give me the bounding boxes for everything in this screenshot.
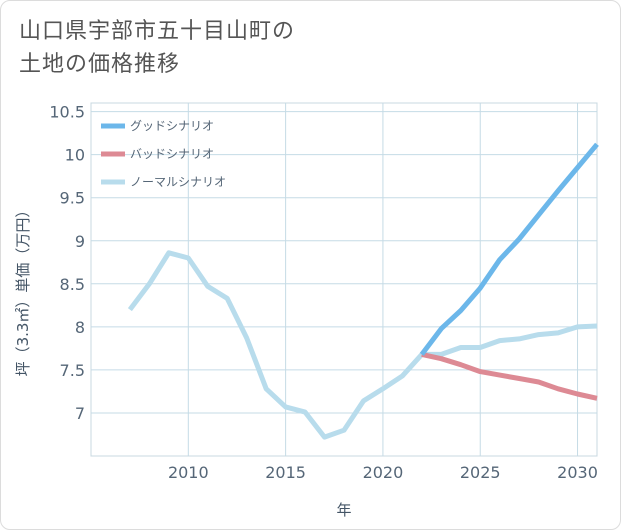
series-line-1 [421,351,598,401]
x-axis-title: 年 [336,501,351,519]
y-tick-label: 7 [75,404,85,423]
legend-label-2: ノーマルシナリオ [130,175,226,189]
y-tick-label: 10 [65,146,85,165]
legend-label-0: グッドシナリオ [130,119,214,133]
y-tick-label: 9 [75,232,85,251]
y-tick-label: 9.5 [60,189,85,208]
y-axis-title: 坪（3.3㎡）単価（万円） [14,203,32,377]
series-line-0 [419,142,599,356]
x-tick-label: 2025 [460,463,501,482]
series-line-2 [127,250,598,440]
plot-area [90,102,598,457]
y-tick-label: 8.5 [60,275,85,294]
chart-title-line-2: 土地の価格推移 [19,52,181,77]
legend-label-1: バッドシナリオ [130,147,214,161]
y-tick-label: 8 [75,318,85,337]
x-tick-label: 2010 [168,463,209,482]
y-tick-label: 10.5 [49,103,85,122]
grid-lines [91,103,597,456]
y-tick-label: 7.5 [60,361,85,380]
chart-title-line-1: 山口県宇部市五十目山町の [19,19,296,44]
chart-title: 山口県宇部市五十目山町の 土地の価格推移 [19,15,439,81]
axis-ticks: 2010 2015 2020 2025 2030 7 7.5 8 8.5 9 9.5 10 10.5 [49,103,598,482]
series-lines [127,142,599,440]
x-tick-label: 2030 [557,463,598,482]
x-tick-label: 2015 [265,463,306,482]
x-tick-label: 2020 [363,463,404,482]
